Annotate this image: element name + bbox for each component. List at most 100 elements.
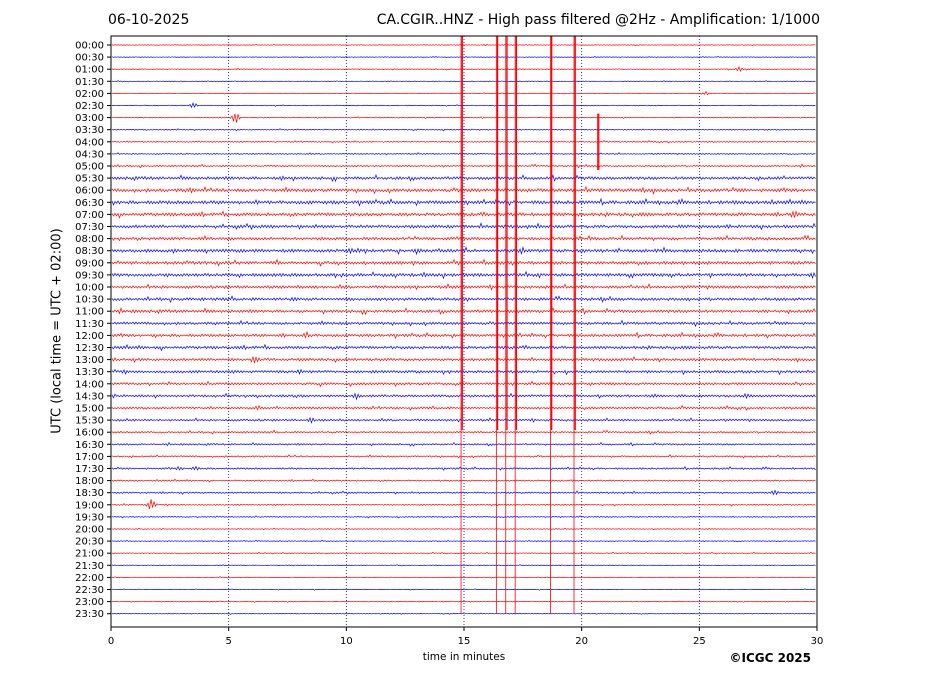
event-traces bbox=[460, 36, 600, 614]
row-time-label: 03:00 bbox=[75, 113, 104, 124]
row-time-label: 12:00 bbox=[75, 331, 104, 342]
row-time-label: 02:30 bbox=[75, 101, 104, 112]
seismic-trace-row bbox=[111, 258, 816, 267]
seismic-trace-row bbox=[111, 368, 816, 376]
seismic-trace-row bbox=[111, 210, 816, 219]
seismic-trace-row bbox=[111, 174, 816, 183]
row-time-label: 19:30 bbox=[75, 512, 104, 523]
row-time-label: 07:30 bbox=[75, 222, 104, 233]
seismic-trace-row bbox=[111, 429, 816, 435]
row-time-label: 05:30 bbox=[75, 174, 104, 185]
row-time-label: 21:30 bbox=[75, 561, 104, 572]
seismic-trace-row bbox=[111, 454, 816, 459]
grid-lines bbox=[228, 36, 700, 627]
seismic-trace-row bbox=[111, 441, 816, 447]
row-time-label: 03:30 bbox=[75, 125, 104, 136]
seismic-trace-row bbox=[111, 343, 816, 352]
row-time-label: 01:30 bbox=[75, 77, 104, 88]
x-tick-label: 30 bbox=[811, 636, 824, 647]
x-tick-label: 5 bbox=[225, 636, 231, 647]
row-time-label: 04:30 bbox=[75, 149, 104, 160]
row-time-label: 23:30 bbox=[75, 609, 104, 620]
row-time-label: 14:30 bbox=[75, 391, 104, 402]
row-time-label: 02:00 bbox=[75, 89, 104, 100]
row-time-label: 09:30 bbox=[75, 270, 104, 281]
seismic-trace-row bbox=[111, 270, 816, 280]
seismic-trace-row bbox=[111, 319, 816, 328]
seismic-trace-row bbox=[111, 539, 816, 543]
seismic-trace-row bbox=[111, 140, 816, 144]
row-time-label: 17:30 bbox=[75, 464, 104, 475]
row-time-label: 16:30 bbox=[75, 440, 104, 451]
seismic-trace-row bbox=[111, 355, 816, 364]
seismic-trace-row bbox=[111, 90, 816, 96]
row-time-label: 07:00 bbox=[75, 210, 104, 221]
seismic-trace-row bbox=[111, 380, 816, 388]
row-time-label: 06:30 bbox=[75, 198, 104, 209]
seismic-trace-row bbox=[111, 152, 816, 156]
seismic-trace-row bbox=[111, 564, 816, 567]
row-time-label: 12:30 bbox=[75, 343, 104, 354]
seismic-trace-row bbox=[111, 404, 816, 411]
row-time-label: 10:00 bbox=[75, 283, 104, 294]
row-time-label: 20:00 bbox=[75, 525, 104, 536]
seismic-trace-row bbox=[111, 527, 816, 531]
seismic-trace-row bbox=[111, 416, 816, 424]
x-tick-label: 15 bbox=[458, 636, 471, 647]
seismic-trace-row bbox=[111, 515, 816, 519]
row-time-label: 17:00 bbox=[75, 452, 104, 463]
row-time-label: 23:00 bbox=[75, 597, 104, 608]
row-time-label: 09:00 bbox=[75, 258, 104, 269]
seismic-trace-row bbox=[111, 65, 816, 73]
row-time-label: 08:30 bbox=[75, 246, 104, 257]
seismic-trace-row bbox=[111, 43, 816, 47]
x-axis-label: time in minutes bbox=[422, 651, 506, 663]
chart-date: 06-10-2025 bbox=[108, 12, 190, 28]
copyright-credit: ©ICGC 2025 bbox=[729, 651, 811, 665]
seismic-trace-row bbox=[111, 80, 816, 83]
seismic-trace-row bbox=[111, 576, 816, 579]
seismic-trace-row bbox=[111, 56, 816, 59]
x-tick-label: 25 bbox=[693, 636, 706, 647]
row-time-label: 08:00 bbox=[75, 234, 104, 245]
seismic-trace-row bbox=[111, 306, 816, 316]
x-axis-ticks: 0 5 10 15 20 25 30 bbox=[108, 627, 824, 647]
seismic-trace-row bbox=[111, 330, 816, 340]
seismic-trace-row bbox=[111, 588, 816, 591]
row-time-label: 01:00 bbox=[75, 65, 104, 76]
row-time-label: 00:00 bbox=[75, 41, 104, 52]
seismic-trace-row bbox=[111, 478, 816, 483]
row-time-label: 15:00 bbox=[75, 404, 104, 415]
seismic-trace-row bbox=[111, 612, 816, 615]
row-time-label: 04:00 bbox=[75, 137, 104, 148]
seismic-trace-row bbox=[111, 185, 816, 195]
row-time-label: 14:00 bbox=[75, 379, 104, 390]
seismic-trace-row bbox=[111, 234, 816, 242]
seismic-trace-row bbox=[111, 163, 816, 169]
seismic-trace-row bbox=[111, 465, 816, 471]
row-time-labels: 00:0000:3001:0001:3002:0002:3003:0003:30… bbox=[75, 41, 111, 620]
row-time-label: 05:00 bbox=[75, 162, 104, 173]
row-time-label: 19:00 bbox=[75, 500, 104, 511]
row-time-label: 20:30 bbox=[75, 537, 104, 548]
seismic-trace-row bbox=[111, 102, 816, 109]
seismic-trace-row bbox=[111, 128, 816, 132]
seismic-trace-row bbox=[111, 551, 816, 555]
seismic-trace-row bbox=[111, 392, 816, 401]
row-time-label: 16:00 bbox=[75, 428, 104, 439]
row-time-label: 13:00 bbox=[75, 355, 104, 366]
row-time-label: 11:00 bbox=[75, 307, 104, 318]
row-time-label: 11:30 bbox=[75, 319, 104, 330]
seismic-trace-row bbox=[111, 197, 816, 207]
row-time-label: 18:00 bbox=[75, 476, 104, 487]
row-time-label: 18:30 bbox=[75, 488, 104, 499]
row-time-label: 15:30 bbox=[75, 416, 104, 427]
row-time-label: 10:30 bbox=[75, 295, 104, 306]
x-tick-label: 20 bbox=[575, 636, 588, 647]
row-time-label: 22:00 bbox=[75, 573, 104, 584]
plot-frame bbox=[110, 35, 818, 628]
row-time-label: 06:00 bbox=[75, 186, 104, 197]
chart-title: CA.CGIR..HNZ - High pass filtered @2Hz -… bbox=[376, 12, 820, 28]
seismic-trace-row bbox=[111, 113, 816, 123]
